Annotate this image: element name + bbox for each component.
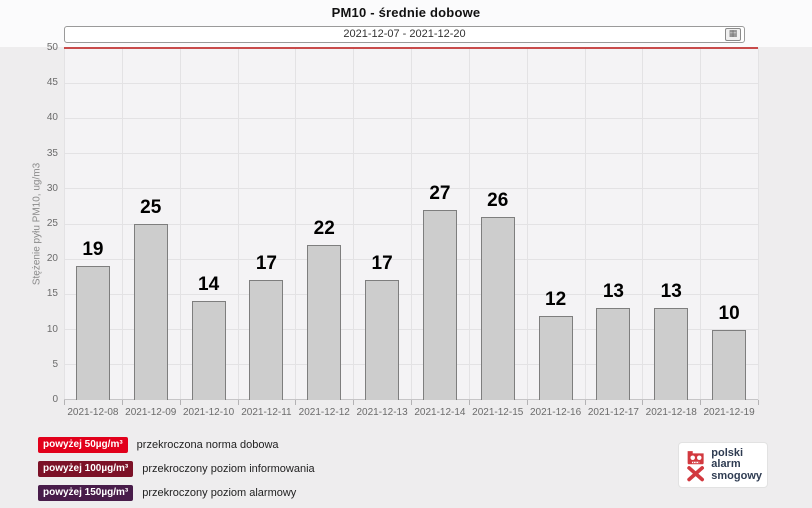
x-axis-tick (295, 400, 296, 405)
y-tick-label: 35 (46, 147, 58, 159)
bar-value-label: 17 (371, 253, 393, 274)
x-gridline (469, 48, 470, 400)
y-tick-label: 25 (46, 218, 58, 229)
x-gridline (295, 48, 296, 400)
x-category-label: 2021-12-16 (530, 407, 582, 418)
page-title: PM10 - średnie dobowe (331, 5, 481, 20)
logo-line-3: smogowy (711, 469, 762, 482)
x-axis-tick (238, 400, 239, 405)
legend-badge: powyżej 50µg/m³ (38, 436, 128, 453)
bar[interactable] (423, 210, 457, 400)
y-tick-label: 50 (46, 42, 58, 53)
x-category-label: 2021-12-13 (356, 407, 408, 418)
x-gridline (411, 48, 412, 400)
bar[interactable] (481, 217, 515, 400)
x-axis-tick (64, 400, 65, 405)
logo-line-1: polski (711, 446, 744, 459)
y-tick-label: 10 (46, 323, 58, 335)
bar[interactable] (654, 308, 688, 400)
bar-value-label: 14 (198, 274, 220, 295)
x-gridline (238, 48, 239, 400)
bar-value-label: 22 (313, 218, 335, 239)
bar-value-label: 13 (602, 281, 624, 302)
bar[interactable] (192, 301, 226, 400)
pm10-bar-chart: 0 5 10 15 20 25 30 35 40 45 50 19 2021-12-08 25 2021-1… (47, 42, 759, 418)
x-axis-tick (469, 400, 470, 405)
bar-value-label: 12 (545, 289, 567, 310)
bar-value-label: 13 (660, 281, 682, 302)
x-axis-line (64, 399, 758, 400)
bar[interactable] (134, 224, 168, 400)
bar-value-label: 19 (82, 239, 104, 260)
x-gridline (527, 48, 528, 400)
y-tick-label: 30 (46, 182, 58, 194)
bar[interactable] (712, 330, 746, 400)
legend-badge: powyżej 100µg/m³ (38, 460, 134, 477)
x-category-label: 2021-12-19 (703, 407, 755, 418)
x-axis-tick (411, 400, 412, 405)
bar[interactable] (249, 280, 283, 400)
y-tick-label: 40 (46, 112, 58, 124)
y-tick-label: 0 (52, 394, 58, 405)
pas-logo-text: polski alarm smogowy (711, 446, 762, 483)
legend-row-2: powyżej 100µg/m³ przekroczony poziom info… (38, 460, 315, 477)
x-axis-tick (642, 400, 643, 405)
chart-header: PM10 - średnie dobowe 2021-12-07 - 2021-… (0, 0, 812, 47)
bar-value-label: 27 (429, 183, 451, 204)
x-gridline (64, 48, 65, 400)
chart-legend: powyżej 50µg/m³ przekroczona norma dobowa… (38, 436, 315, 508)
bar[interactable] (307, 245, 341, 400)
x-category-label: 2021-12-14 (414, 407, 466, 418)
bar-value-label: 17 (255, 253, 277, 274)
x-gridline (180, 48, 181, 400)
x-gridline (758, 48, 759, 400)
calendar-button[interactable]: ▦ (725, 28, 741, 41)
x-axis-tick (180, 400, 181, 405)
x-category-label: 2021-12-10 (183, 407, 235, 418)
x-category-label: 2021-12-18 (645, 407, 697, 418)
x-axis-tick (700, 400, 701, 405)
x-gridline (700, 48, 701, 400)
x-category-label: 2021-12-08 (67, 407, 119, 418)
legend-label: przekroczony poziom alarmowy (142, 486, 297, 499)
norm-plotline (64, 47, 758, 49)
bar[interactable] (76, 266, 110, 400)
x-axis-tick (353, 400, 354, 405)
x-axis-tick (758, 400, 759, 405)
bar-value-label: 25 (140, 197, 162, 218)
y-tick-label: 45 (46, 77, 58, 89)
legend-label: przekroczony poziom informowania (142, 462, 315, 475)
legend-row-1: powyżej 50µg/m³ przekroczona norma dobowa (38, 436, 315, 453)
x-category-label: 2021-12-15 (472, 407, 524, 418)
date-range-input[interactable]: 2021-12-07 - 2021-12-20 ▦ (64, 26, 745, 43)
smog-skull-icon (687, 451, 704, 482)
x-category-label: 2021-12-09 (125, 407, 177, 418)
x-gridline (642, 48, 643, 400)
logo-line-2: alarm (711, 458, 741, 471)
x-gridline (585, 48, 586, 400)
bar-value-label: 26 (487, 190, 509, 211)
x-axis-tick (122, 400, 123, 405)
x-gridline (353, 48, 354, 400)
legend-row-3: powyżej 150µg/m³ przekroczony poziom alar… (38, 484, 315, 501)
x-category-label: 2021-12-17 (587, 407, 639, 418)
legend-label: przekroczona norma dobowa (136, 438, 279, 451)
date-range-value: 2021-12-07 - 2021-12-20 (343, 28, 466, 40)
y-tick-label: 5 (52, 358, 58, 370)
pas-logo: polski alarm smogowy (678, 442, 768, 488)
calendar-icon: ▦ (728, 29, 738, 39)
x-category-label: 2021-12-11 (241, 407, 292, 418)
y-tick-label: 15 (46, 288, 58, 300)
x-category-label: 2021-12-12 (298, 407, 350, 418)
bar[interactable] (539, 316, 573, 400)
bar-value-label: 10 (718, 303, 740, 324)
bar[interactable] (365, 280, 399, 400)
x-axis-tick (527, 400, 528, 405)
x-axis-tick (585, 400, 586, 405)
bar[interactable] (596, 308, 630, 400)
y-tick-label: 20 (46, 253, 58, 265)
x-gridline (122, 48, 123, 400)
legend-badge: powyżej 150µg/m³ (38, 484, 134, 501)
